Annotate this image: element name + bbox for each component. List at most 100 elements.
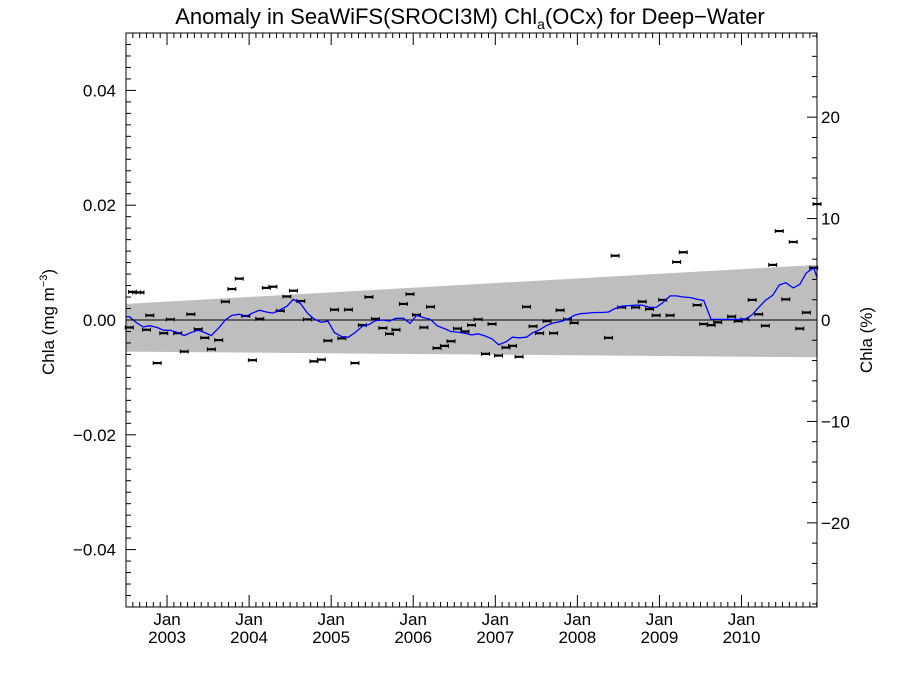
x-tick-label-month: Jan — [235, 610, 262, 629]
data-point — [637, 299, 647, 304]
data-point — [439, 343, 449, 348]
data-point — [604, 335, 614, 340]
data-point — [364, 295, 374, 300]
data-point — [159, 331, 169, 336]
data-point — [514, 354, 524, 359]
x-tick-label-month: Jan — [400, 610, 427, 629]
x-tick-label-year: 2009 — [641, 628, 679, 647]
y-tick-label-left: −0.04 — [73, 541, 116, 560]
x-tick-label-month: Jan — [317, 610, 344, 629]
data-point — [651, 313, 661, 318]
data-point — [453, 326, 463, 331]
data-point — [528, 324, 538, 329]
y-tick-label-right: 10 — [821, 210, 840, 229]
x-tick-label-year: 2003 — [148, 628, 186, 647]
data-point — [446, 339, 456, 344]
y-axis-right-title: Chla (%) — [857, 307, 876, 373]
data-point — [405, 292, 415, 297]
x-tick-label-month: Jan — [153, 610, 180, 629]
x-tick-label-year: 2006 — [394, 628, 432, 647]
data-point — [692, 303, 702, 308]
data-point — [186, 312, 196, 317]
y-tick-label-right: 0 — [821, 311, 830, 330]
plot-area — [124, 202, 822, 366]
data-point — [398, 301, 408, 306]
data-point — [494, 353, 504, 358]
data-point — [610, 253, 620, 258]
data-point — [467, 323, 476, 328]
y-axis-left-title-prefix: Chla (mg m — [39, 287, 58, 375]
chart-title-suffix: (OCx) for Deep−Water — [545, 4, 765, 29]
x-tick-label-month: Jan — [482, 610, 509, 629]
data-point — [480, 351, 490, 356]
data-point — [282, 294, 292, 299]
y-tick-label-right: 20 — [821, 108, 840, 127]
x-tick-label-year: 2010 — [723, 628, 761, 647]
data-point — [329, 307, 339, 312]
data-point — [774, 229, 784, 234]
data-point — [391, 327, 401, 332]
data-point — [247, 358, 257, 363]
y-tick-label-right: −10 — [821, 412, 850, 431]
y-tick-label-left: 0.02 — [83, 196, 116, 215]
data-point — [350, 361, 360, 366]
data-point — [419, 325, 429, 330]
x-tick-label-year: 2005 — [312, 628, 350, 647]
data-point — [193, 327, 203, 332]
y-axis-left-title-suffix: ) — [39, 269, 58, 275]
x-tick-label-month: Jan — [646, 610, 673, 629]
y-tick-label-right: −20 — [821, 514, 850, 533]
y-axis-left-title-superscript: −3 — [38, 275, 50, 288]
chart-title-subscript: a — [537, 16, 545, 32]
data-point — [801, 310, 811, 315]
data-point — [521, 304, 531, 309]
data-point — [788, 239, 798, 244]
data-point — [508, 343, 518, 348]
y-tick-label-left: 0.00 — [83, 311, 116, 330]
data-point — [288, 288, 298, 293]
data-point — [255, 316, 265, 321]
data-point — [234, 276, 244, 281]
data-point — [555, 308, 565, 313]
data-point — [473, 317, 483, 322]
data-point — [206, 347, 216, 352]
y-tick-label-left: −0.02 — [73, 426, 116, 445]
data-point — [142, 327, 152, 332]
chart-title: Anomaly in SeaWiFS(SROCI3M) Chla(OCx) fo… — [175, 4, 765, 32]
running-mean-line — [126, 266, 818, 346]
data-point — [542, 319, 552, 324]
x-tick-label-year: 2008 — [558, 628, 596, 647]
data-point — [302, 317, 312, 322]
uncertainty-band — [126, 264, 817, 358]
data-point — [316, 357, 326, 362]
axes: Jan2003Jan2004Jan2005Jan2006Jan2007Jan20… — [73, 32, 850, 647]
data-point — [200, 335, 210, 340]
data-point — [678, 250, 688, 255]
data-point — [487, 322, 497, 327]
data-point — [378, 326, 388, 331]
data-point — [309, 359, 319, 364]
data-point — [549, 331, 559, 336]
data-point — [214, 338, 224, 343]
data-point — [179, 349, 189, 354]
data-point — [220, 299, 230, 304]
data-point — [145, 313, 155, 318]
chart-title-prefix: Anomaly in SeaWiFS(SROCI3M) Chl — [175, 4, 537, 29]
data-point — [343, 307, 353, 312]
data-point — [727, 314, 737, 319]
data-point — [713, 320, 723, 325]
y-axis-left-title: Chla (mg m−3) — [38, 269, 58, 375]
data-point — [665, 313, 675, 318]
data-point — [425, 304, 435, 309]
data-point — [135, 290, 145, 295]
data-point — [747, 297, 757, 302]
data-point — [227, 287, 237, 292]
data-point — [760, 323, 770, 328]
data-point — [706, 323, 716, 328]
x-tick-label-year: 2004 — [230, 628, 268, 647]
data-point — [124, 325, 134, 330]
data-point — [754, 312, 764, 317]
data-point — [268, 284, 278, 289]
x-tick-label-year: 2007 — [476, 628, 514, 647]
